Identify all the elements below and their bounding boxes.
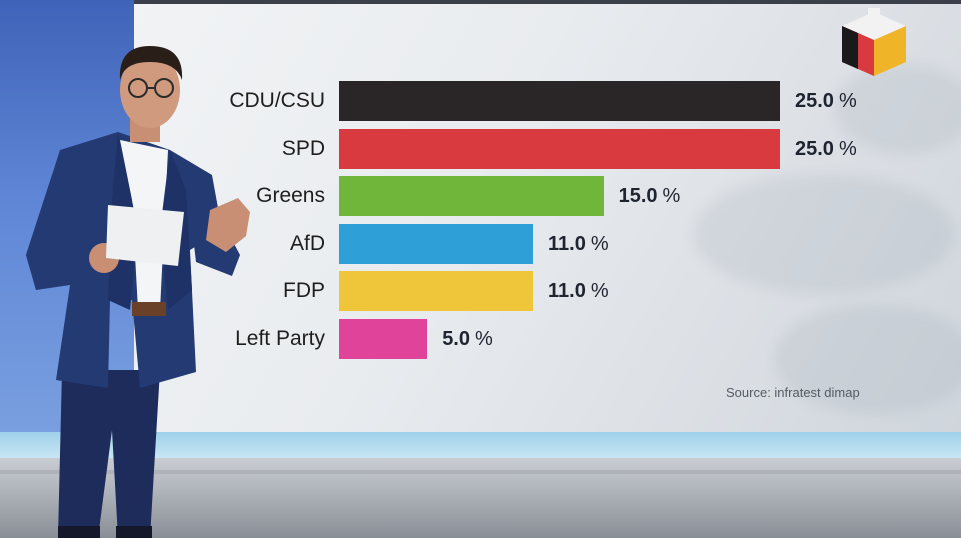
value-unit: % bbox=[590, 232, 609, 255]
value-number: 11.0 bbox=[548, 280, 586, 302]
value-label: 11.0% bbox=[548, 224, 609, 264]
category-label: Greens bbox=[256, 184, 325, 207]
value-label: 11.0% bbox=[548, 271, 609, 311]
studio-wall bbox=[0, 0, 140, 440]
bar bbox=[339, 223, 534, 264]
bar bbox=[339, 81, 780, 121]
map-background bbox=[694, 174, 954, 294]
value-number: 15.0 bbox=[618, 185, 658, 207]
value-unit: % bbox=[838, 90, 857, 112]
value-label: 5.0% bbox=[442, 319, 493, 359]
value-label: 25.0% bbox=[795, 129, 857, 169]
category-label: Left Party bbox=[235, 326, 325, 350]
bar bbox=[339, 176, 604, 216]
category-label: CDU/CSU bbox=[229, 89, 325, 112]
value-label: 15.0% bbox=[619, 176, 681, 216]
value-unit: % bbox=[838, 137, 857, 160]
studio-floor-line bbox=[0, 470, 961, 474]
screen-frame bbox=[134, 0, 961, 6]
chart-screen bbox=[134, 4, 961, 432]
ard-cube-logo-icon bbox=[842, 8, 906, 76]
bar bbox=[339, 128, 780, 169]
value-unit: % bbox=[475, 327, 493, 350]
value-number: 25.0 bbox=[795, 137, 834, 160]
category-label: SPD bbox=[281, 136, 325, 160]
value-unit: % bbox=[662, 185, 681, 207]
value-unit: % bbox=[590, 280, 609, 302]
value-number: 5.0 bbox=[442, 327, 470, 350]
bar bbox=[339, 318, 428, 359]
category-label: FDP bbox=[283, 279, 325, 302]
studio-light-band bbox=[0, 432, 961, 458]
value-number: 25.0 bbox=[795, 90, 834, 112]
bar bbox=[339, 271, 534, 311]
value-number: 11.0 bbox=[548, 232, 586, 255]
chart-source: Source: infratest dimap bbox=[726, 385, 860, 400]
map-background bbox=[774, 304, 961, 414]
map-background bbox=[834, 64, 961, 154]
value-label: 25.0% bbox=[795, 81, 857, 121]
category-label: AfD bbox=[289, 231, 325, 255]
